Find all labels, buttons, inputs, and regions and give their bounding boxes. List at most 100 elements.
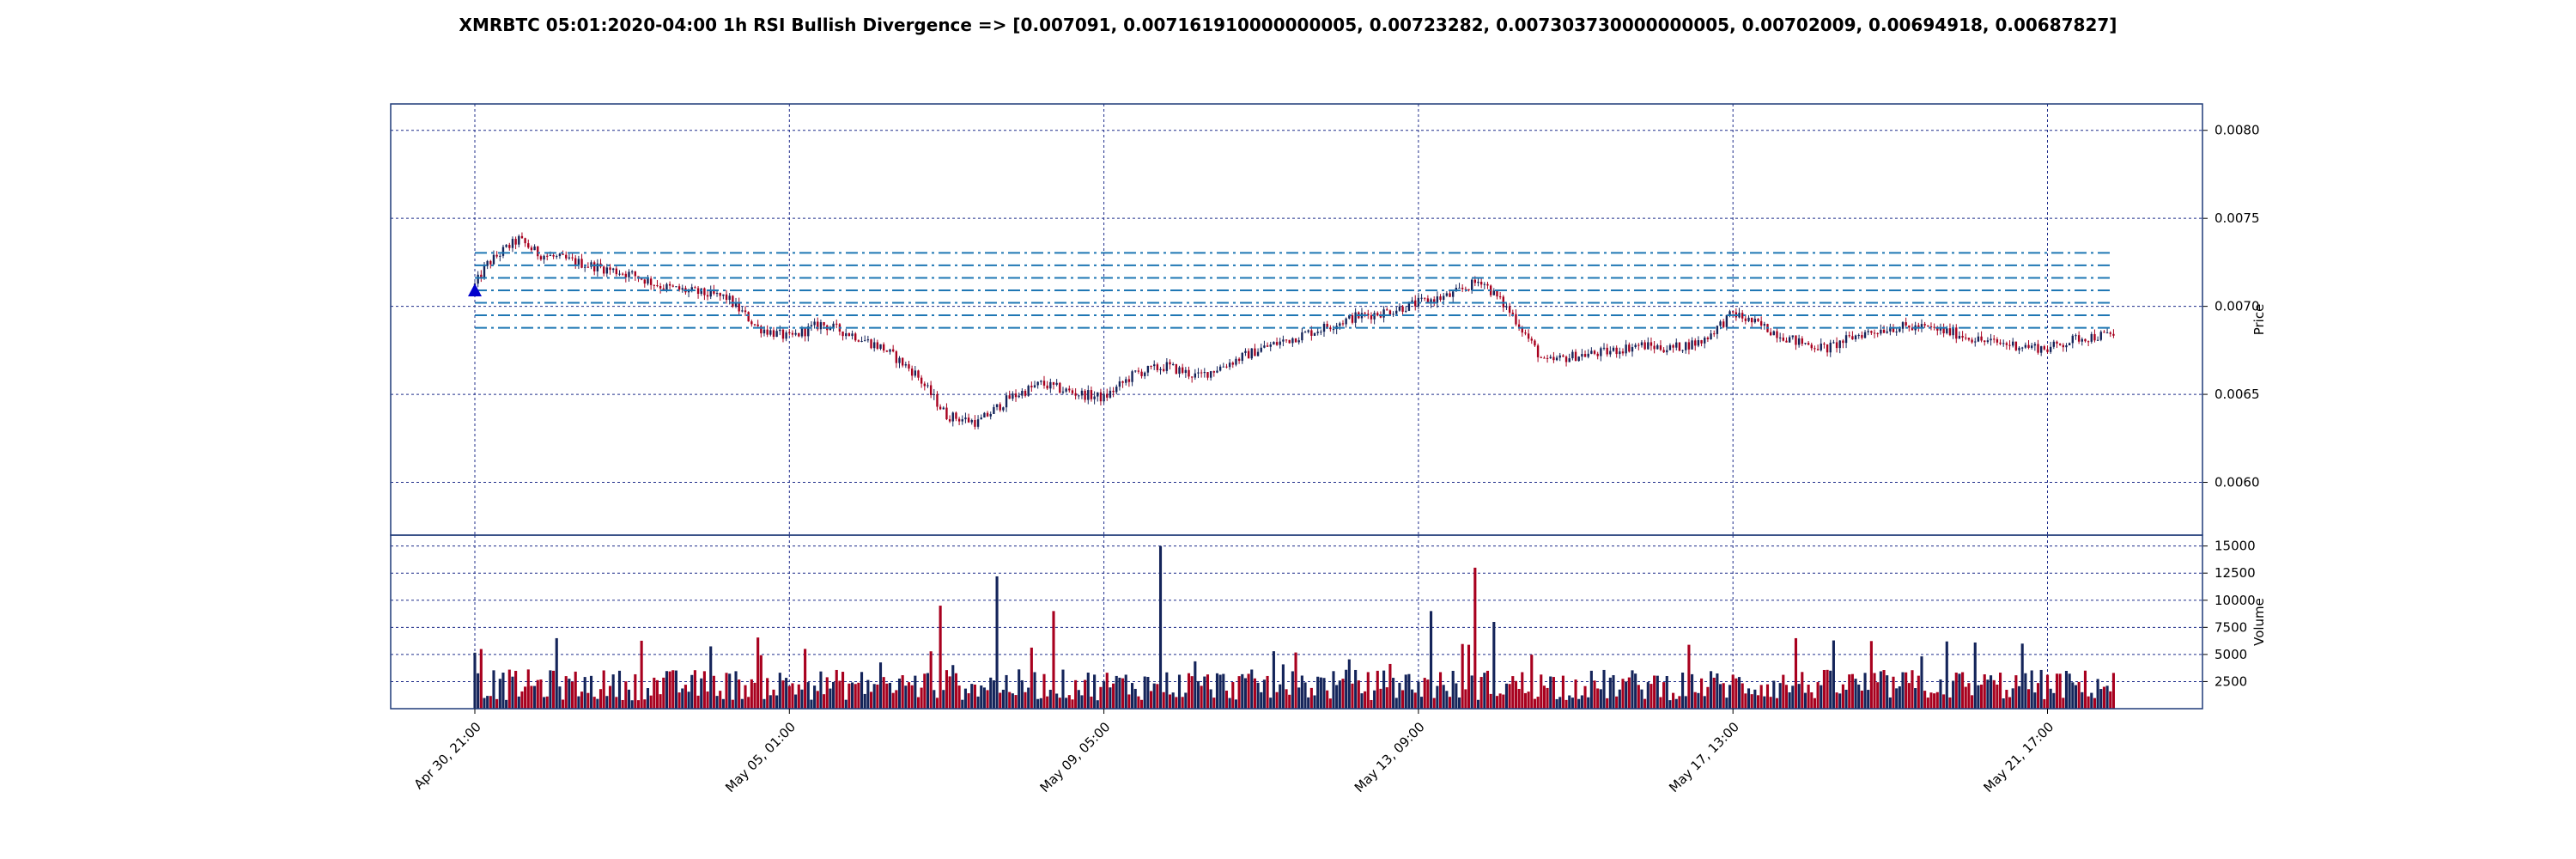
candle-body [2043,346,2046,350]
candle-body [719,293,721,296]
volume-bar [914,675,917,709]
candle-body [1782,337,1784,341]
volume-bar [634,673,637,709]
volume-bar [1071,699,1074,709]
candle-body [1763,324,1766,326]
candle-body [690,287,693,290]
candle-body [1005,395,1008,408]
candle-body [1961,336,1964,338]
volume-bar [507,669,511,709]
candle-body [1876,332,1879,334]
volume-bar [1322,678,1326,709]
candle-body [747,312,750,322]
candle-body [1188,369,1190,377]
volume-bar [888,682,892,709]
candle-body [1920,324,1923,329]
candle-body [1583,354,1587,357]
candle-body [2033,344,2037,346]
candle-body [524,238,526,244]
volume-bar [2055,673,2059,709]
candle-body [1052,381,1055,385]
candle-body [552,255,555,257]
volume-bar [1067,695,1071,709]
candle-body [2068,343,2071,346]
volume-tick-label: 15000 [2215,539,2256,554]
candle-body [1600,348,1602,356]
volume-bar [1876,682,1880,709]
volume-bar [483,698,486,709]
volume-bar [1589,670,1593,709]
volume-bar [574,671,577,709]
volume-bar [1523,692,1527,709]
chart-title: XMRBTC 05:01:2020-04:00 1h RSI Bullish D… [459,15,2117,35]
volume-bar [1700,678,1704,709]
volume-bar [505,699,508,709]
volume-bar [2062,698,2065,709]
volume-bar [2074,685,2078,709]
x-tick-label: May 13, 09:00 [1352,719,1428,795]
candle-body [1643,342,1646,350]
volume-bar [1850,673,1854,709]
volume-bar [1187,673,1191,709]
candle-body [817,321,819,330]
volume-bars [473,545,2115,709]
volume-bar [1272,651,1275,709]
volume-bar [1360,693,1364,709]
volume-bar [570,681,574,709]
volume-bar [687,691,690,709]
candle-body [999,404,1001,411]
candle-body [920,377,923,384]
candle-body [571,257,574,259]
candle-body [1521,327,1523,333]
volume-bar [1411,689,1414,709]
candle-body [2087,341,2090,343]
candle-body [1115,387,1118,393]
candle-body [1345,318,1347,325]
volume-bar [1634,673,1637,709]
volume-bar [1911,670,1914,709]
candle-body [832,323,835,328]
candle-body [1483,283,1486,285]
volume-bar [904,685,908,709]
volume-bar [907,682,911,709]
candle-body [1908,325,1911,328]
volume-bar [1961,672,1965,709]
volume-bar [1065,698,1068,709]
candle-body [574,258,577,265]
volume-bar [1001,689,1005,709]
volume-bar [762,698,766,709]
volume-bar [1971,695,1974,709]
candle-body [1668,344,1672,350]
volume-bar [1385,687,1388,709]
volume-bar [1996,684,1999,709]
candle-body [1625,344,1627,354]
volume-bar [1077,690,1080,709]
candle-body [732,295,734,308]
candle-body [1996,339,1999,343]
volume-bar [624,681,628,709]
candle-body [976,419,980,427]
volume-bar [2014,675,2018,709]
candle-body [602,266,605,274]
candle-body [1379,315,1382,318]
candle-body [1842,340,1844,344]
volume-bar [731,699,734,709]
candle-body [1619,351,1621,355]
candle-body [2056,341,2058,344]
volume-bar [967,693,970,709]
volume-bar [1162,691,1165,709]
volume-bar [1933,693,1936,709]
candle-body [518,235,520,245]
volume-bar [885,683,889,709]
candle-body [876,342,879,350]
candle-body [2018,347,2020,350]
candle-body [1536,345,1540,357]
candle-body [1728,311,1731,315]
candle-body [558,253,562,257]
candle-body [2002,343,2005,344]
volume-bar [1457,697,1461,709]
candle-body [543,255,545,260]
candle-body [1829,342,1832,353]
candle-body [1697,340,1700,346]
volume-bar [2039,669,2043,709]
